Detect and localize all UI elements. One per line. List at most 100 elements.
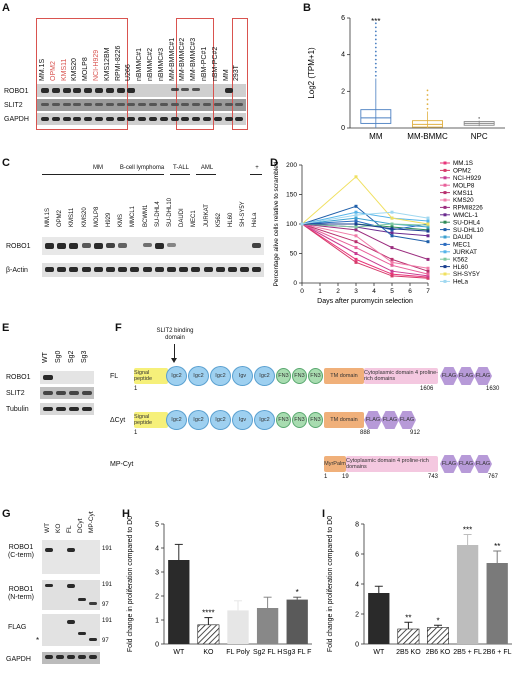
blot-band (224, 103, 233, 106)
fn3-domain: FN3 (292, 412, 307, 428)
blot-band (69, 267, 79, 272)
y-tick-label: 2 (155, 594, 159, 601)
blot-band (118, 243, 128, 248)
blot-row-label: ROBO1 (6, 374, 31, 381)
legend-label: MEC1 (453, 242, 471, 249)
bar (397, 628, 420, 645)
legend-marker (443, 183, 447, 187)
panel-label-b: B (303, 2, 311, 14)
data-point (354, 260, 358, 264)
outlier-point (374, 62, 377, 65)
y-axis-label: Fold change in proliferation compared to… (327, 516, 334, 652)
legend-marker (443, 265, 447, 269)
data-point (426, 234, 430, 238)
data-point (426, 216, 430, 220)
blot-band (116, 88, 125, 93)
legend-marker (443, 250, 447, 254)
blot-strip (40, 371, 94, 384)
ig-domain: Igc2 (166, 410, 187, 430)
legend-marker (443, 235, 447, 239)
lane-label: HL60 (228, 212, 234, 227)
highlight-box (176, 18, 214, 130)
outlier-point (374, 34, 377, 37)
mw-marker: 97 (102, 602, 109, 608)
blot-band (167, 243, 176, 247)
significance-marker: ** (494, 542, 500, 551)
panel-label-h: H (122, 508, 130, 520)
data-point (426, 219, 430, 223)
blot-row-label: SLIT2 (6, 390, 25, 397)
blot-band (203, 267, 213, 272)
lane-label: nBMMC#3 (157, 47, 165, 81)
blot-row-label: ROBO1 (4, 88, 29, 95)
blot-band (252, 243, 262, 249)
x-tick-label: 2B6 + FL (483, 649, 512, 656)
x-tick-label: 0 (300, 288, 304, 295)
series-line (301, 176, 429, 225)
x-tick-label: NPC (471, 132, 488, 141)
blot-band (51, 117, 60, 121)
series-line (301, 211, 429, 225)
flag-tag: FLAG (440, 367, 458, 385)
ig-domain: Igc2 (210, 366, 231, 386)
panel-g-western-blot: WT KO FL DCyt MP-Cyt ROBO1 (C-term) ROBO1 (N… (0, 506, 120, 676)
lane-label: DCyt (77, 518, 84, 533)
data-point (426, 240, 430, 244)
x-tick-label: KO (203, 649, 214, 656)
blot-band (95, 103, 103, 106)
y-tick-label: 4 (341, 52, 345, 59)
panel-h-barchart: 0 1 2 3 4 5 Fold change in proliferation compa… (127, 516, 312, 656)
blot-band (95, 88, 103, 93)
bar (256, 608, 279, 644)
y-tick-label: 0 (155, 642, 159, 649)
y-tick-label: 0 (293, 280, 297, 287)
blot-band (215, 267, 225, 272)
legend-label: OPM2 (453, 168, 471, 175)
blot-band (170, 103, 179, 106)
fn3-domain: FN3 (308, 368, 323, 384)
blot-strip (42, 263, 264, 277)
blot-band (51, 88, 60, 93)
ig-domain: Igv (232, 366, 253, 386)
aa-position: 1 (134, 430, 138, 436)
lane-label: KMS12BM (103, 47, 111, 81)
myrpalm-domain: MyrPalm (324, 456, 346, 472)
blot-row-label: ROBO1 (N-term) (7, 586, 35, 601)
panel-i-barchart: 0 2 4 6 8 Fold change in proliferation compar… (327, 516, 512, 656)
panel-e-western-blot: WT Sg0 Sg2 Sg3 ROBO1 SLIT2 Tubulin (0, 320, 100, 430)
blot-band (170, 88, 179, 92)
bar (227, 610, 249, 644)
x-tick-label: MM-BMMC (407, 132, 448, 141)
outlier-point (478, 117, 481, 119)
blot-band (179, 267, 189, 272)
significance-marker: *** (371, 17, 380, 26)
legend-marker (443, 228, 447, 232)
lane-label: WT (44, 522, 51, 533)
panel-label-g: G (2, 508, 11, 520)
lane-label: SH-SY5Y (240, 201, 247, 227)
x-tick-label: 4 (372, 288, 376, 295)
legend-label: SU-DHL4 (453, 219, 480, 226)
lane-label: nBMMC#1 (136, 47, 144, 81)
lane-label: MM.1S (39, 58, 46, 81)
lane-label: KMS (118, 213, 125, 227)
lane-label: MM-BMMC#3 (190, 37, 198, 81)
blot-band (45, 655, 53, 659)
lane-label: OPM2 (49, 61, 57, 81)
blot-band (181, 103, 190, 106)
lane-label: BCWM1 (142, 204, 149, 227)
x-tick-label: 2B5 KO (396, 649, 421, 656)
blot-band (43, 375, 53, 380)
series-line (301, 223, 429, 275)
blot-row-label: GAPDH (6, 656, 31, 663)
blot-band (82, 407, 92, 411)
outlier-point (374, 50, 377, 53)
blot-strip (40, 387, 94, 399)
lane-label: OPM2 (57, 209, 64, 227)
blot-band (62, 103, 71, 106)
data-point (354, 210, 358, 214)
y-tick-label: 200 (286, 162, 297, 169)
y-tick-label: 4 (355, 582, 359, 589)
aa-position: 1 (324, 474, 328, 480)
panel-b-boxplot: 0 2 4 6 Log2 (TPM+1) MM MM-BMMC NPC *** (307, 15, 505, 141)
